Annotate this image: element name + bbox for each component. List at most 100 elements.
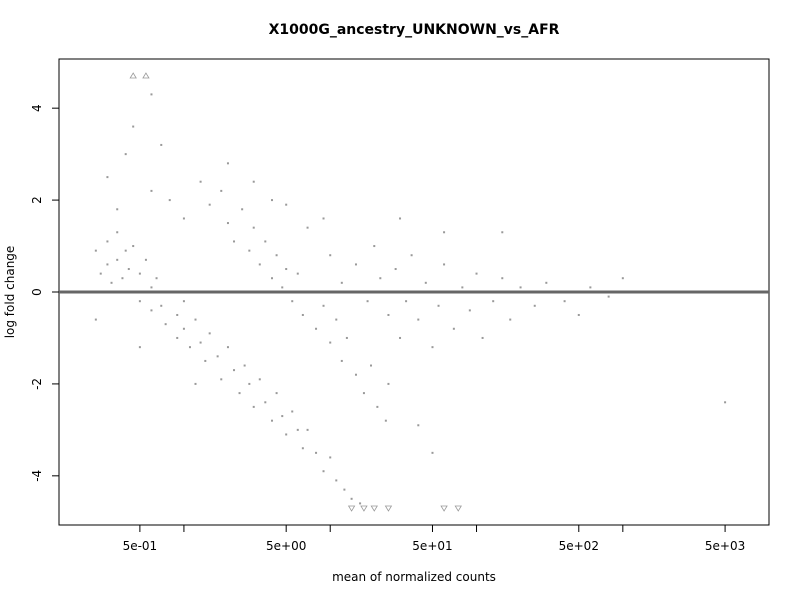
chart-title: X1000G_ancestry_UNKNOWN_vs_AFR — [269, 22, 560, 38]
point — [110, 281, 113, 284]
point — [233, 240, 236, 243]
point — [315, 327, 318, 330]
point — [226, 162, 229, 165]
point — [343, 488, 346, 491]
point — [481, 336, 484, 339]
point — [264, 401, 267, 404]
point — [121, 277, 124, 280]
point — [335, 318, 338, 321]
point — [296, 428, 299, 431]
point — [589, 286, 592, 289]
point — [492, 300, 495, 303]
point — [248, 249, 251, 252]
point — [315, 451, 318, 454]
y-tick-label: 0 — [30, 288, 44, 296]
point — [271, 419, 274, 422]
x-tick-label: 5e+03 — [705, 539, 745, 553]
point — [176, 336, 179, 339]
point — [127, 268, 130, 271]
point — [431, 346, 434, 349]
point — [188, 346, 191, 349]
point — [94, 318, 97, 321]
point — [94, 249, 97, 252]
point — [370, 364, 373, 367]
point — [160, 143, 163, 146]
clipped-point — [384, 505, 393, 512]
point — [443, 231, 446, 234]
point — [150, 309, 153, 312]
point — [252, 405, 255, 408]
point — [155, 277, 158, 280]
point — [329, 456, 332, 459]
point — [138, 272, 141, 275]
point — [431, 451, 434, 454]
x-tick-label: 5e+01 — [412, 539, 452, 553]
y-tick-label: -4 — [30, 470, 44, 482]
point — [399, 336, 402, 339]
point — [124, 249, 127, 252]
point — [220, 378, 223, 381]
point — [322, 217, 325, 220]
point — [350, 497, 353, 500]
point — [399, 217, 402, 220]
point — [340, 281, 343, 284]
point — [204, 359, 207, 362]
point — [116, 208, 119, 211]
point — [577, 313, 580, 316]
point — [545, 281, 548, 284]
point — [106, 176, 109, 179]
point — [285, 433, 288, 436]
clipped-point — [370, 505, 378, 512]
point — [271, 277, 274, 280]
point — [124, 153, 127, 156]
point — [387, 313, 390, 316]
point — [291, 300, 294, 303]
point — [384, 419, 387, 422]
point — [226, 222, 229, 225]
point — [607, 295, 610, 298]
point — [394, 268, 397, 271]
point — [258, 378, 261, 381]
point — [252, 226, 255, 229]
point — [258, 263, 261, 266]
x-tick-label: 5e+00 — [266, 539, 306, 553]
point — [220, 189, 223, 192]
point — [182, 300, 185, 303]
point — [243, 364, 246, 367]
point — [306, 226, 309, 229]
clipped-point — [129, 72, 137, 79]
point — [322, 304, 325, 307]
point — [116, 258, 119, 261]
point — [233, 369, 236, 372]
point — [373, 245, 376, 248]
x-tick-label: 5e-01 — [123, 539, 158, 553]
point — [443, 263, 446, 266]
point — [138, 346, 141, 349]
point — [359, 502, 362, 505]
point — [291, 410, 294, 413]
point — [452, 327, 455, 330]
y-tick-label: 4 — [30, 104, 44, 112]
point — [329, 254, 332, 257]
point — [150, 189, 153, 192]
point — [417, 424, 420, 427]
point — [475, 272, 478, 275]
point — [144, 258, 147, 261]
point — [160, 304, 163, 307]
point — [150, 286, 153, 289]
point — [345, 336, 348, 339]
point — [354, 373, 357, 376]
clipped-point — [440, 505, 448, 512]
x-tick-label: 5e+02 — [559, 539, 599, 553]
point — [563, 300, 566, 303]
point — [437, 304, 440, 307]
clipped-point — [142, 72, 150, 79]
point — [194, 318, 197, 321]
y-axis-label: log fold change — [3, 246, 17, 339]
point — [387, 382, 390, 385]
point — [468, 309, 471, 312]
point — [168, 199, 171, 202]
point — [509, 318, 512, 321]
